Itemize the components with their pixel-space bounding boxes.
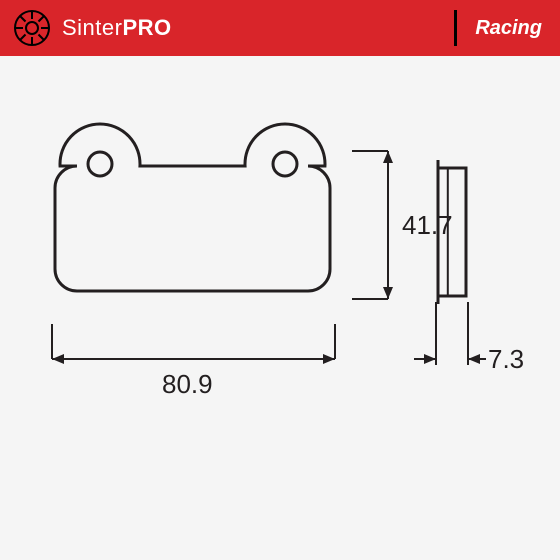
header-divider [454, 10, 457, 46]
brand-prefix: Sinter [62, 15, 122, 40]
pad-front-outline [55, 124, 330, 291]
brand-suffix: PRO [122, 15, 171, 40]
dim-thickness-label: 7.3 [488, 344, 524, 374]
dim-height-label: 41.7 [402, 210, 453, 240]
dim-width-label: 80.9 [162, 369, 213, 399]
mount-hole-right [273, 152, 297, 176]
header-bar: SinterPRO Racing [0, 0, 560, 56]
header-right: Racing [454, 10, 542, 46]
brand-logo-icon [12, 8, 52, 48]
category-label: Racing [475, 17, 542, 40]
header-left: SinterPRO [12, 8, 172, 48]
technical-drawing: 41.7 80.9 7.3 [0, 56, 560, 560]
mount-hole-left [88, 152, 112, 176]
brand-name: SinterPRO [62, 15, 172, 41]
